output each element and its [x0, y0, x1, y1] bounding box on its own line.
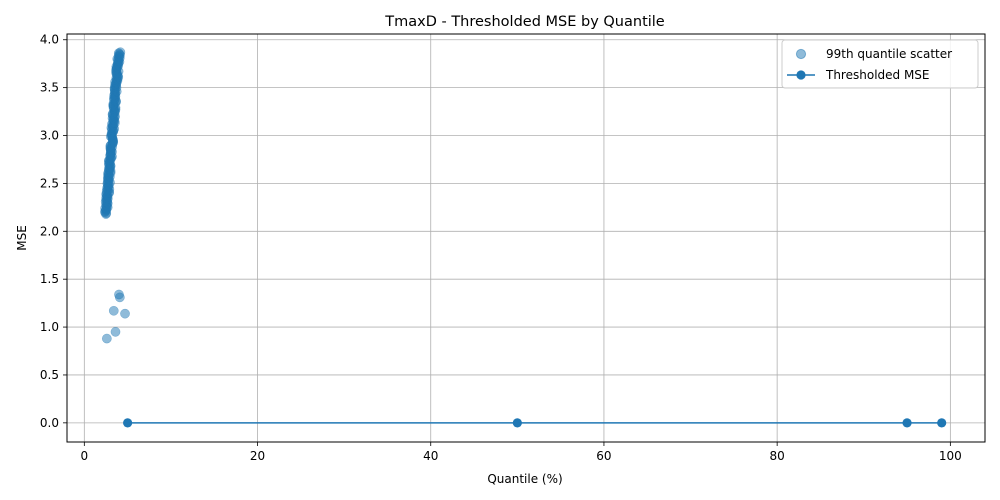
- plot-frame: [66, 33, 986, 443]
- y-axis-label: MSE: [15, 225, 29, 251]
- x-tick-label: 100: [939, 449, 962, 463]
- legend: 99th quantile scatter Thresholded MSE: [781, 39, 979, 89]
- scatter-point: [115, 47, 126, 58]
- y-tick-label: 1.0: [40, 320, 59, 334]
- plot-marks: [100, 47, 947, 428]
- mse-point: [937, 418, 947, 428]
- legend-label-mse: Thresholded MSE: [825, 68, 930, 82]
- scatter-point: [110, 327, 121, 337]
- y-tick-label: 3.5: [40, 81, 59, 95]
- scatter-point: [108, 305, 119, 316]
- y-tick-label: 3.0: [40, 129, 59, 143]
- legend-marker-mse: [796, 70, 806, 80]
- legend-label-scatter: 99th quantile scatter: [826, 47, 952, 61]
- y-tick-label: 2.5: [40, 176, 59, 190]
- mse-point: [123, 418, 133, 428]
- x-tick-label: 60: [596, 449, 611, 463]
- grid: [67, 34, 985, 442]
- x-tick-label: 40: [423, 449, 438, 463]
- scatter-point: [101, 333, 112, 344]
- x-tick-label: 80: [770, 449, 785, 463]
- x-tick-label: 20: [250, 449, 265, 463]
- y-axis: 0.0 0.5 1.0 1.5 2.0 2.5 3.0 3.5 4.0: [40, 33, 67, 430]
- y-tick-label: 4.0: [40, 33, 59, 47]
- scatter-point: [120, 308, 130, 319]
- y-tick-label: 2.0: [40, 224, 59, 238]
- x-axis: 0 20 40 60 80 100: [81, 442, 962, 463]
- legend-frame: [781, 39, 979, 89]
- y-tick-label: 0.5: [40, 368, 59, 382]
- legend-marker-scatter: [795, 48, 807, 60]
- x-axis-label: Quantile (%): [487, 472, 562, 486]
- y-tick-label: 1.5: [40, 272, 59, 286]
- mse-point: [512, 418, 522, 428]
- x-tick-label: 0: [81, 449, 89, 463]
- y-tick-label: 0.0: [40, 416, 59, 430]
- scatter-point: [114, 292, 125, 303]
- chart-title: TmaxD - Thresholded MSE by Quantile: [384, 14, 665, 30]
- mse-point: [902, 418, 912, 428]
